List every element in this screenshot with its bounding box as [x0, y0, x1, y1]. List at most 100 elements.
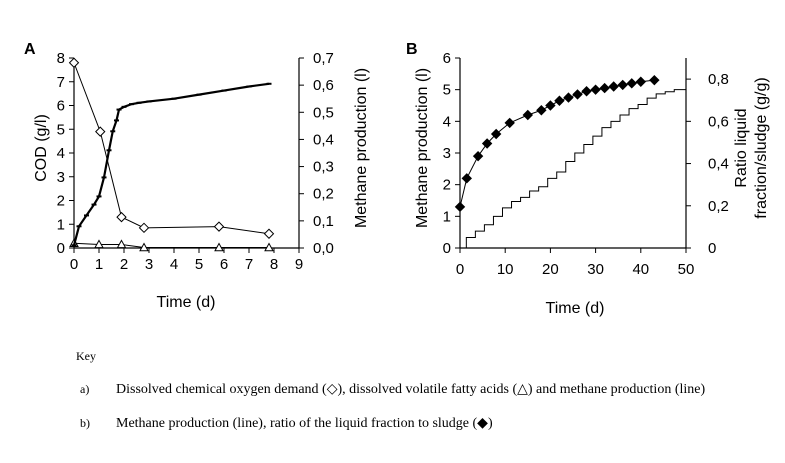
dissolved-cod-point [95, 126, 106, 137]
ratio-of-the-liquid-fraction-to-sludge-point [504, 117, 515, 129]
ratio-of-the-liquid-fraction-to-sludge-point [572, 89, 583, 100]
y-tick-label: 6 [57, 98, 65, 115]
panel-a-x-label: Time (d) [157, 294, 216, 311]
dissolved-cod-point [116, 211, 127, 223]
y-tick-label: 0 [57, 240, 65, 257]
ratio-of-the-liquid-fraction-to-sludge-point [599, 82, 610, 94]
y2-tick-label: 0,1 [313, 213, 334, 230]
y-tick-label: 2 [57, 193, 65, 210]
y2-tick-label: 0,4 [708, 156, 729, 173]
y-tick-label: 3 [57, 169, 65, 186]
ratio-of-the-liquid-fraction-to-sludge-point [581, 86, 592, 97]
ratio-of-the-liquid-fraction-to-sludge-point [454, 201, 466, 213]
y2-tick-label: 0,3 [313, 159, 334, 176]
key-item-b: b) Methane production (line), ratio of t… [80, 413, 776, 434]
dissolved-volatile-fatty-acids-point [214, 242, 224, 252]
panel-b-y2-label-line2: fraction/sludge (g/g) [753, 77, 770, 218]
x-tick-label: 40 [632, 261, 649, 278]
x-tick-label: 50 [678, 261, 695, 278]
x-tick-label: 3 [145, 256, 153, 273]
x-tick-label: 6 [220, 256, 228, 273]
panel-b-y2-label-line1: Ratio liquid [733, 108, 750, 187]
y-tick-label: 4 [443, 113, 451, 130]
x-tick-label: 10 [497, 261, 514, 278]
methane-production-line [460, 89, 686, 249]
y-tick-label: 2 [443, 177, 451, 194]
x-tick-label: 30 [587, 261, 604, 278]
y2-tick-label: 0,8 [708, 71, 729, 88]
x-tick-label: 0 [70, 256, 78, 273]
key-item-b-mark: b) [80, 416, 90, 430]
ratio-of-the-liquid-fraction-to-sludge-point [635, 76, 647, 87]
ratio-of-the-liquid-fraction-to-sludge-point [617, 79, 628, 91]
x-tick-label: 7 [245, 256, 253, 273]
panel-b-x-label: Time (d) [546, 300, 605, 317]
panel-b-y-label: Methane production (l) [414, 68, 431, 228]
y-tick-label: 5 [57, 121, 65, 138]
y-tick-label: 1 [443, 208, 451, 225]
ratio-of-the-liquid-fraction-to-sludge-point [536, 105, 547, 116]
y2-tick-label: 0,6 [313, 77, 334, 94]
ratio-of-the-liquid-fraction-to-sludge-point [472, 150, 484, 162]
chart-panel-a: A COD (g/l) Methane production (l) Time … [24, 41, 370, 311]
key-item-a-mark: a) [80, 382, 90, 396]
dissolved-volatile-fatty-acids-line [73, 242, 269, 249]
ratio-of-the-liquid-fraction-to-sludge-point [545, 100, 556, 111]
ratio-of-the-liquid-fraction-to-sludge-point [461, 173, 472, 184]
y-tick-label: 6 [443, 50, 451, 67]
ratio-of-the-liquid-fraction-to-sludge-point [522, 109, 534, 121]
key-title: Key [76, 349, 96, 363]
ratio-of-the-liquid-fraction-to-sludge-point [626, 78, 637, 89]
ratio-of-the-liquid-fraction-to-sludge-point [481, 138, 493, 149]
methane-production-line [72, 82, 270, 246]
y2-tick-label: 0,0 [313, 240, 334, 257]
chart-panel-b: B Methane production (l) Ratio liquid fr… [406, 41, 770, 317]
dissolved-volatile-fatty-acids-point [94, 239, 104, 249]
x-tick-label: 8 [270, 256, 278, 273]
x-tick-label: 1 [95, 256, 103, 273]
figure-key: Key a) Dissolved chemical oxygen demand … [76, 346, 776, 447]
ratio-of-the-liquid-fraction-to-sludge-point [554, 95, 565, 106]
y-tick-label: 1 [57, 216, 65, 233]
dissolved-cod-line [73, 62, 270, 235]
x-tick-label: 0 [456, 261, 464, 278]
y-tick-label: 8 [57, 50, 65, 67]
y2-tick-label: 0,6 [708, 113, 729, 130]
key-item-b-text: Methane production (line), ratio of the … [116, 416, 493, 431]
dissolved-cod-point [213, 221, 225, 232]
ratio-of-the-liquid-fraction-to-sludge-point [490, 128, 502, 140]
figure-charts: A COD (g/l) Methane production (l) Time … [24, 41, 770, 317]
y-tick-label: 4 [57, 145, 65, 162]
y-tick-label: 3 [443, 145, 451, 162]
ratio-of-the-liquid-fraction-to-sludge-point [649, 74, 660, 86]
dissolved-cod-point [263, 228, 275, 239]
ratio-of-the-liquid-fraction-to-sludge-point [608, 81, 619, 92]
dissolved-volatile-fatty-acids-point [139, 242, 149, 252]
ratio-of-the-liquid-fraction-to-sludge-point [590, 84, 601, 95]
dissolved-volatile-fatty-acids-point [116, 239, 127, 249]
key-item-a: a) Dissolved chemical oxygen demand (◇),… [80, 379, 776, 400]
panel-a-y-label: COD (g/l) [33, 114, 50, 182]
y2-tick-label: 0,5 [313, 104, 334, 121]
dissolved-volatile-fatty-acids-point [264, 242, 274, 252]
panel-letter-a: A [24, 41, 36, 58]
y-tick-label: 5 [443, 82, 451, 99]
panel-a-y2-label: Methane production (l) [353, 68, 370, 228]
x-tick-label: 4 [170, 256, 178, 273]
x-tick-label: 20 [542, 261, 559, 278]
y2-tick-label: 0,2 [708, 198, 729, 215]
x-tick-label: 5 [195, 256, 203, 273]
key-item-a-text: Dissolved chemical oxygen demand (◇), di… [116, 382, 706, 397]
y2-tick-label: 0,2 [313, 186, 334, 203]
dissolved-cod-point [138, 222, 150, 234]
panel-letter-b: B [406, 41, 418, 58]
dissolved-cod-point [68, 57, 80, 68]
y2-tick-label: 0 [708, 240, 716, 257]
x-tick-label: 9 [295, 256, 303, 273]
ratio-of-the-liquid-fraction-to-sludge-point [563, 92, 574, 103]
y2-tick-label: 0,4 [313, 131, 334, 148]
y-tick-label: 7 [57, 74, 65, 91]
y-tick-label: 0 [443, 240, 451, 257]
x-tick-label: 2 [120, 256, 128, 273]
y2-tick-label: 0,7 [313, 50, 334, 67]
